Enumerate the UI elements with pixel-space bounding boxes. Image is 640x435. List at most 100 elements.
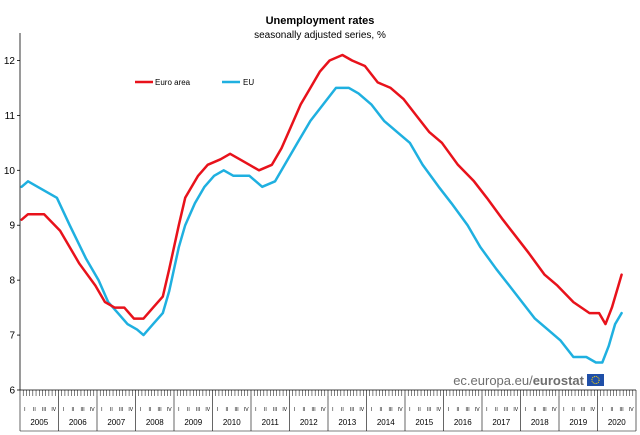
quarter-label: III xyxy=(157,407,161,413)
source-text: ec.europa.eu/eurostat xyxy=(453,373,584,388)
quarter-label: III xyxy=(388,407,392,413)
year-label: 2017 xyxy=(492,418,510,427)
legend: Euro area EU xyxy=(135,78,254,87)
quarter-label: II xyxy=(33,407,36,413)
quarter-label: II xyxy=(341,407,344,413)
year-label: 2012 xyxy=(300,418,318,427)
series-line-euro-area xyxy=(20,53,623,326)
quarter-label: I xyxy=(24,407,25,413)
quarter-label: I xyxy=(332,407,333,413)
quarter-label: III xyxy=(42,407,46,413)
quarter-label: II xyxy=(495,407,498,413)
quarter-label: III xyxy=(80,407,84,413)
quarter-label: II xyxy=(380,407,383,413)
quarter-label: I xyxy=(255,407,256,413)
y-tick-label: 8 xyxy=(9,276,15,287)
year-label: 2020 xyxy=(608,418,626,427)
source-credit: ec.europa.eu/eurostat xyxy=(453,373,604,388)
quarter-label: IV xyxy=(436,407,441,413)
y-axis: 6 7 8 9 10 11 12 xyxy=(4,33,21,397)
year-label: 2007 xyxy=(107,418,125,427)
year-label: 2013 xyxy=(338,418,356,427)
quarter-label: III xyxy=(427,407,431,413)
quarter-label: IV xyxy=(513,407,518,413)
quarter-label: I xyxy=(140,407,141,413)
y-tick-label: 6 xyxy=(9,386,15,397)
quarter-label: I xyxy=(371,407,372,413)
legend-label-euro-area: Euro area xyxy=(155,78,191,87)
source-brand: eurostat xyxy=(533,373,585,388)
year-label: 2018 xyxy=(531,418,549,427)
quarter-label: IV xyxy=(475,407,480,413)
quarter-label: II xyxy=(72,407,75,413)
quarter-label: IV xyxy=(359,407,364,413)
quarter-label: III xyxy=(542,407,546,413)
quarter-label: IV xyxy=(398,407,403,413)
year-label: 2019 xyxy=(569,418,587,427)
legend-label-eu: EU xyxy=(243,78,254,87)
series-line-eu xyxy=(20,86,623,364)
quarter-label: II xyxy=(611,407,614,413)
eu-flag-icon xyxy=(587,374,604,386)
quarter-label: III xyxy=(465,407,469,413)
quarter-label: III xyxy=(619,407,623,413)
quarter-label: I xyxy=(178,407,179,413)
quarter-label: II xyxy=(149,407,152,413)
quarter-label: I xyxy=(294,407,295,413)
quarter-label: II xyxy=(187,407,190,413)
quarter-label: IV xyxy=(321,407,326,413)
quarter-label: II xyxy=(572,407,575,413)
year-label: 2008 xyxy=(146,418,164,427)
y-tick-label: 9 xyxy=(9,221,15,232)
y-tick-label: 7 xyxy=(9,331,15,342)
quarter-label: II xyxy=(110,407,113,413)
quarter-label: II xyxy=(457,407,460,413)
year-label: 2005 xyxy=(30,418,48,427)
quarter-label: III xyxy=(311,407,315,413)
y-tick-label: 10 xyxy=(4,166,16,177)
quarter-label: I xyxy=(563,407,564,413)
quarter-label: IV xyxy=(282,407,287,413)
year-label: 2010 xyxy=(223,418,241,427)
quarter-label: I xyxy=(101,407,102,413)
quarter-label: IV xyxy=(128,407,133,413)
quarter-label: III xyxy=(581,407,585,413)
quarter-label: III xyxy=(350,407,354,413)
quarter-label: II xyxy=(418,407,421,413)
year-label: 2016 xyxy=(454,418,472,427)
quarter-label: I xyxy=(602,407,603,413)
chart-subtitle: seasonally adjusted series, % xyxy=(254,30,386,41)
quarter-label: I xyxy=(525,407,526,413)
quarter-label: IV xyxy=(629,407,634,413)
quarter-label: I xyxy=(217,407,218,413)
quarter-label: IV xyxy=(205,407,210,413)
quarter-label: I xyxy=(486,407,487,413)
quarter-label: II xyxy=(226,407,229,413)
quarter-label: II xyxy=(264,407,267,413)
source-url: ec.europa.eu/ xyxy=(453,373,533,388)
year-label: 2009 xyxy=(184,418,202,427)
quarter-label: II xyxy=(303,407,306,413)
y-tick-label: 12 xyxy=(4,56,16,67)
series-layer xyxy=(20,53,623,364)
y-tick-label: 11 xyxy=(5,111,16,122)
year-label: 2006 xyxy=(69,418,87,427)
quarter-label: I xyxy=(409,407,410,413)
quarter-label: I xyxy=(63,407,64,413)
quarter-label: III xyxy=(234,407,238,413)
year-label: 2011 xyxy=(262,418,280,427)
quarter-label: II xyxy=(534,407,537,413)
quarter-label: III xyxy=(196,407,200,413)
quarter-label: III xyxy=(273,407,277,413)
quarter-label: I xyxy=(448,407,449,413)
quarter-label: IV xyxy=(90,407,95,413)
quarter-label: IV xyxy=(590,407,595,413)
quarter-label: IV xyxy=(552,407,557,413)
quarter-label: III xyxy=(504,407,508,413)
year-label: 2014 xyxy=(377,418,395,427)
year-label: 2015 xyxy=(415,418,433,427)
chart-title: Unemployment rates xyxy=(266,15,375,27)
quarter-label: IV xyxy=(244,407,249,413)
